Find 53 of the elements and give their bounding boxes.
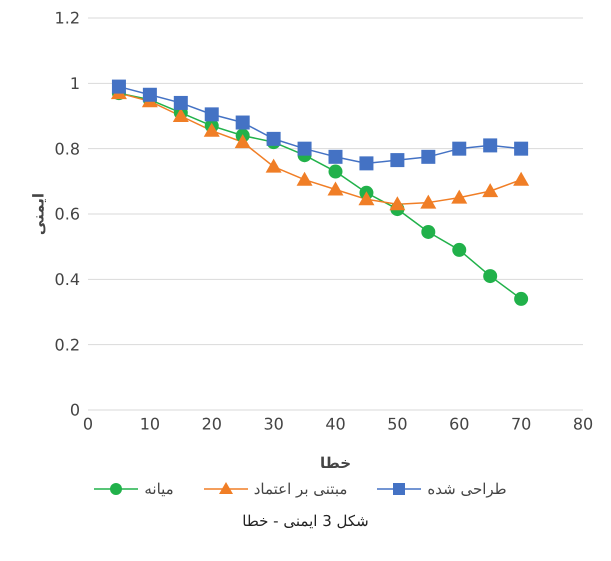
- point: [204, 122, 220, 137]
- y-tick-label: 0.2: [54, 335, 80, 354]
- x-tick-label: 60: [449, 414, 470, 434]
- point: [234, 134, 251, 148]
- point: [483, 138, 498, 152]
- point: [236, 116, 250, 130]
- point: [421, 150, 436, 164]
- point: [328, 182, 344, 196]
- point: [298, 142, 312, 156]
- point: [514, 292, 528, 306]
- point: [483, 269, 498, 284]
- text: شکل 3 ایمنی - خطا: [241, 512, 370, 530]
- x-axis-title: خطا: [320, 454, 352, 472]
- point: [451, 190, 468, 204]
- legend-label: طراحی شده: [427, 480, 507, 498]
- y-tick-label: 1.2: [54, 8, 80, 28]
- x-tick-label: 10: [140, 414, 160, 434]
- x-tick-label: 50: [387, 414, 408, 434]
- legend-label: میانه: [144, 480, 174, 498]
- point: [174, 96, 188, 110]
- y-tick-label: 0.6: [54, 204, 80, 224]
- point: [420, 194, 436, 209]
- x-tick-label: 0: [82, 414, 94, 434]
- y-tick-label: 0.8: [54, 139, 80, 158]
- point: [514, 142, 528, 156]
- y-axis-title: ایمنی: [29, 192, 48, 236]
- point: [482, 183, 498, 198]
- point: [112, 80, 126, 94]
- point: [296, 172, 313, 186]
- point: [204, 107, 219, 122]
- point: [142, 88, 157, 102]
- point: [328, 150, 342, 164]
- x-tick-label: 70: [510, 414, 532, 434]
- point: [513, 172, 530, 186]
- point: [359, 156, 374, 170]
- point: [328, 164, 342, 179]
- point: [389, 196, 406, 210]
- x-tick-label: 20: [202, 414, 222, 434]
- point: [358, 191, 374, 206]
- point: [266, 132, 281, 146]
- point: [172, 108, 189, 122]
- point: [266, 158, 282, 173]
- x-tick-label: 30: [263, 414, 284, 434]
- point: [390, 153, 404, 168]
- point: [452, 242, 466, 257]
- x-tick-label: 80: [572, 414, 594, 434]
- y-tick-label: 0: [70, 400, 80, 420]
- legend-label: مبتنی بر اعتماد: [254, 480, 348, 498]
- point: [452, 142, 466, 156]
- x-tick-label: 40: [325, 414, 346, 434]
- y-tick-label: 0.4: [54, 270, 80, 290]
- point: [421, 224, 436, 239]
- y-tick-label: 1: [70, 74, 80, 94]
